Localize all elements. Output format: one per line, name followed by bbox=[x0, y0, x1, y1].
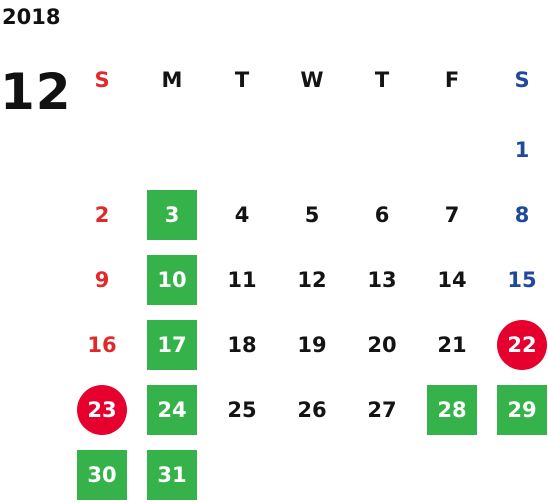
day-cell-18[interactable]: 18 bbox=[227, 333, 257, 357]
weekday-header-tue: T bbox=[234, 68, 250, 92]
weekday-header-fri: F bbox=[444, 68, 460, 92]
day-cell-29[interactable]: 29 bbox=[497, 385, 547, 435]
day-cell-2[interactable]: 2 bbox=[94, 203, 110, 227]
calendar-year: 2018 bbox=[2, 5, 61, 29]
day-cell-28[interactable]: 28 bbox=[427, 385, 477, 435]
weekday-header-sat: S bbox=[514, 68, 530, 92]
day-cell-16[interactable]: 16 bbox=[87, 333, 117, 357]
weekday-header-thu: T bbox=[374, 68, 390, 92]
day-cell-7[interactable]: 7 bbox=[444, 203, 460, 227]
day-cell-27[interactable]: 27 bbox=[367, 398, 397, 422]
day-cell-5[interactable]: 5 bbox=[304, 203, 320, 227]
day-cell-3[interactable]: 3 bbox=[147, 190, 197, 240]
day-cell-23[interactable]: 23 bbox=[77, 385, 127, 435]
day-cell-30[interactable]: 30 bbox=[77, 450, 127, 500]
day-cell-13[interactable]: 13 bbox=[367, 268, 397, 292]
day-cell-9[interactable]: 9 bbox=[94, 268, 110, 292]
day-cell-10[interactable]: 10 bbox=[147, 255, 197, 305]
day-cell-11[interactable]: 11 bbox=[227, 268, 257, 292]
day-cell-6[interactable]: 6 bbox=[374, 203, 390, 227]
day-cell-4[interactable]: 4 bbox=[234, 203, 250, 227]
day-cell-26[interactable]: 26 bbox=[297, 398, 327, 422]
day-cell-19[interactable]: 19 bbox=[297, 333, 327, 357]
day-cell-25[interactable]: 25 bbox=[227, 398, 257, 422]
weekday-header-sun: S bbox=[94, 68, 110, 92]
day-cell-14[interactable]: 14 bbox=[437, 268, 467, 292]
day-cell-1[interactable]: 1 bbox=[514, 138, 530, 162]
day-cell-24[interactable]: 24 bbox=[147, 385, 197, 435]
day-cell-17[interactable]: 17 bbox=[147, 320, 197, 370]
day-cell-22[interactable]: 22 bbox=[497, 320, 547, 370]
day-cell-31[interactable]: 31 bbox=[147, 450, 197, 500]
day-cell-12[interactable]: 12 bbox=[297, 268, 327, 292]
day-cell-8[interactable]: 8 bbox=[514, 203, 530, 227]
weekday-header-wed: W bbox=[300, 68, 324, 92]
calendar-month: 12 bbox=[0, 63, 72, 121]
day-cell-21[interactable]: 21 bbox=[437, 333, 467, 357]
day-cell-15[interactable]: 15 bbox=[507, 268, 537, 292]
weekday-header-mon: M bbox=[161, 68, 183, 92]
day-cell-20[interactable]: 20 bbox=[367, 333, 397, 357]
